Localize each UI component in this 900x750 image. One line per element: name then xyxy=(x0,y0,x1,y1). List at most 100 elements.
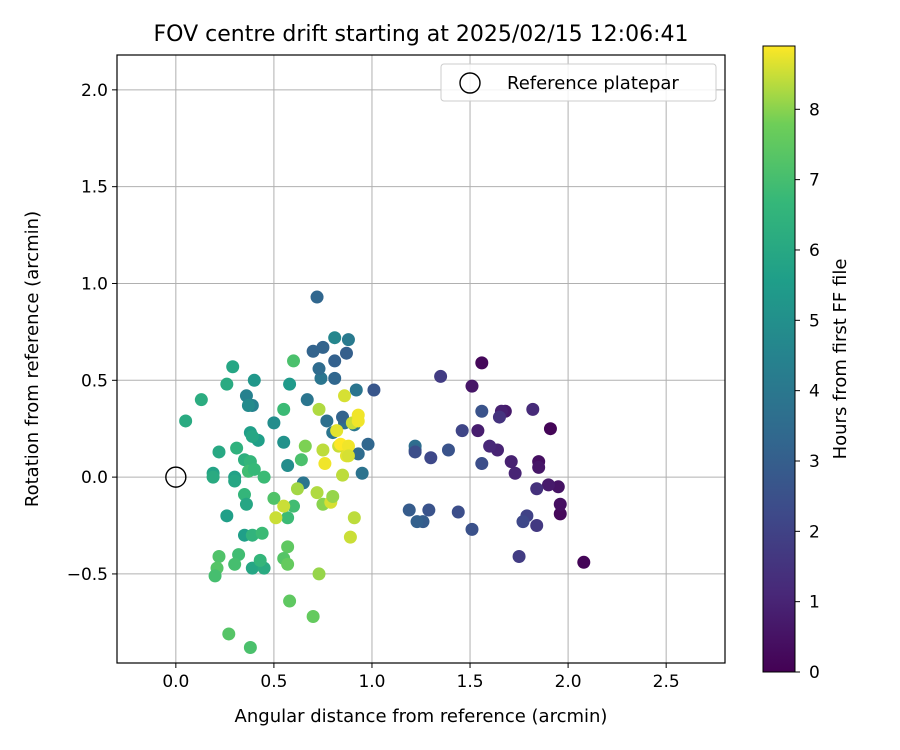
data-point xyxy=(212,445,226,459)
data-point xyxy=(341,449,355,463)
colorbar-tick-label: 5 xyxy=(809,311,820,331)
colorbar-tick-label: 6 xyxy=(809,241,820,261)
data-point xyxy=(434,369,448,383)
data-point xyxy=(206,470,220,484)
data-point xyxy=(465,379,479,393)
x-tick-label: 2.5 xyxy=(653,672,680,692)
data-point xyxy=(465,522,479,536)
data-point xyxy=(532,460,546,474)
data-point xyxy=(228,474,242,488)
x-axis-label: Angular distance from reference (arcmin) xyxy=(235,706,608,727)
data-point xyxy=(361,437,375,451)
reference-marker xyxy=(165,466,187,488)
data-point xyxy=(343,530,357,544)
x-tick-label: 1.0 xyxy=(358,672,385,692)
colorbar-tick-label: 3 xyxy=(809,452,820,472)
y-axis-label: Rotation from reference (arcmin) xyxy=(22,211,43,507)
data-point xyxy=(253,553,267,567)
data-point xyxy=(512,550,526,564)
data-point xyxy=(310,290,324,304)
data-point xyxy=(328,354,342,368)
data-point xyxy=(287,499,301,513)
y-tick-label: 2.0 xyxy=(81,81,108,101)
data-point xyxy=(553,507,567,521)
data-point xyxy=(220,509,234,523)
data-points xyxy=(179,290,591,655)
data-point xyxy=(516,515,530,529)
data-point xyxy=(475,356,489,370)
data-point xyxy=(328,331,342,345)
data-point xyxy=(267,416,281,430)
chart-title: FOV centre drift starting at 2025/02/15 … xyxy=(154,22,689,47)
data-point xyxy=(455,424,469,438)
data-point xyxy=(351,414,365,428)
legend-box xyxy=(440,63,717,102)
colorbar-label: Hours from first FF file xyxy=(830,259,851,460)
data-point xyxy=(312,567,326,581)
data-point xyxy=(530,519,544,533)
data-point xyxy=(208,569,222,583)
reference-marker-group xyxy=(165,466,187,488)
data-point xyxy=(475,457,489,471)
data-point xyxy=(339,346,353,360)
data-point xyxy=(281,511,295,525)
data-point xyxy=(338,389,352,403)
data-point xyxy=(220,377,234,391)
data-point xyxy=(424,451,438,465)
y-tick-label: −0.5 xyxy=(67,565,108,585)
data-point xyxy=(277,499,291,513)
y-tick-label: 1.5 xyxy=(81,178,108,198)
data-point xyxy=(222,627,236,641)
data-point xyxy=(247,462,261,476)
data-point xyxy=(530,482,544,496)
data-point xyxy=(508,466,522,480)
legend-reference-marker xyxy=(459,72,481,94)
data-point xyxy=(230,441,244,455)
data-point xyxy=(410,515,424,529)
data-point xyxy=(475,404,489,418)
data-point xyxy=(336,410,350,424)
data-point xyxy=(277,402,291,416)
legend: Reference platepar xyxy=(440,63,717,102)
data-point xyxy=(349,383,363,397)
data-point xyxy=(194,393,208,407)
data-point xyxy=(255,526,269,540)
data-point xyxy=(290,482,304,496)
colorbar-tick-label: 1 xyxy=(809,593,820,613)
data-point xyxy=(367,383,381,397)
colorbar-tick-label: 7 xyxy=(809,171,820,191)
data-point xyxy=(341,439,355,453)
data-point xyxy=(212,550,226,564)
data-point xyxy=(318,457,332,471)
data-point xyxy=(179,414,193,428)
data-point xyxy=(320,414,334,428)
colorbar: 0 1 2 3 4 5 6 7 8 Hours from first FF file xyxy=(762,45,851,683)
colorbar-gradient xyxy=(762,45,796,673)
y-tick-label: 1.0 xyxy=(81,274,108,294)
data-point xyxy=(328,371,342,385)
data-point xyxy=(283,594,297,608)
data-point xyxy=(326,489,340,503)
data-point xyxy=(239,497,253,511)
data-point xyxy=(402,503,416,517)
data-point xyxy=(336,468,350,482)
colorbar-ticks: 0 1 2 3 4 5 6 7 8 xyxy=(795,100,820,683)
data-point xyxy=(281,458,295,472)
data-point xyxy=(312,402,326,416)
y-tick-label: 0.5 xyxy=(81,371,108,391)
data-point xyxy=(241,398,255,412)
data-point xyxy=(298,439,312,453)
data-point xyxy=(351,447,365,461)
legend-reference-label: Reference platepar xyxy=(507,73,679,94)
data-point xyxy=(492,410,506,424)
data-point xyxy=(451,505,465,519)
colorbar-tick-label: 0 xyxy=(809,663,820,683)
data-point xyxy=(316,340,330,354)
data-point xyxy=(553,497,567,511)
data-point xyxy=(314,371,328,385)
data-point xyxy=(330,424,344,438)
data-point xyxy=(228,557,242,571)
data-point xyxy=(504,455,518,469)
data-point xyxy=(471,424,485,438)
y-tick-label: 0.0 xyxy=(81,468,108,488)
